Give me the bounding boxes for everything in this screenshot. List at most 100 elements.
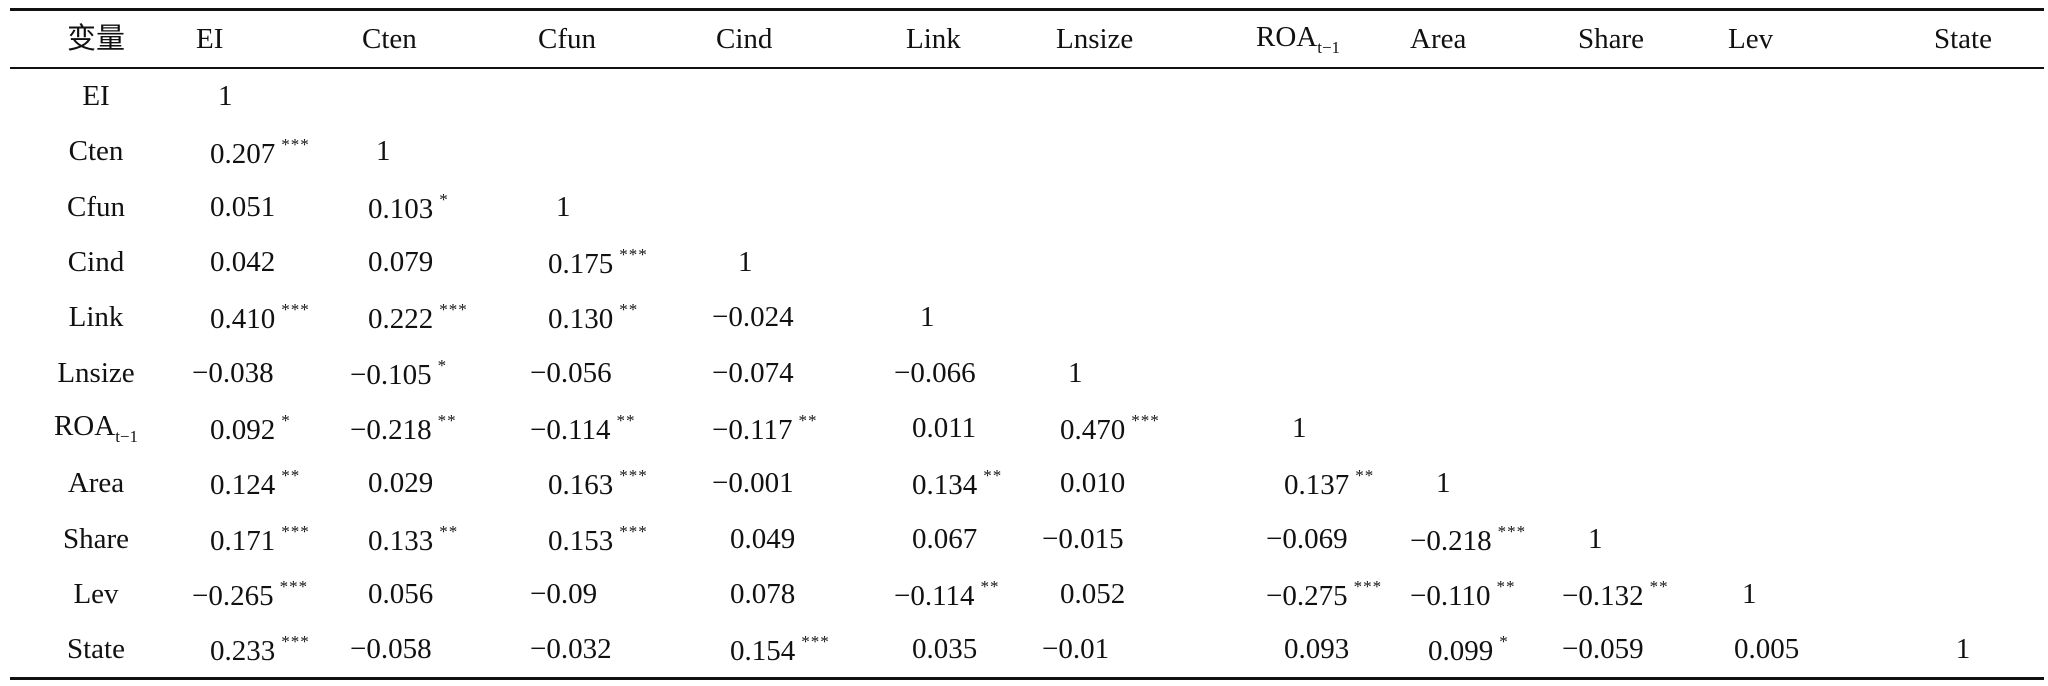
column-header: Link: [876, 10, 1042, 69]
table-cell: 0.092 *: [182, 401, 350, 456]
cell-value: −0.058: [350, 633, 432, 666]
table-row: Cfun 0.051 0.103 * 1: [10, 180, 2044, 235]
table-cell: [1396, 180, 1562, 235]
table-cell: [530, 68, 712, 124]
row-header: State: [10, 622, 182, 679]
row-header-label: EI: [82, 80, 110, 113]
table-cell: 0.171 ***: [182, 511, 350, 566]
column-header: ROAt−1: [1238, 10, 1396, 69]
cell-value: 0.175: [548, 247, 614, 280]
cell-value: −0.114: [530, 413, 611, 446]
cell-value: 0.099: [1428, 634, 1494, 667]
cell-value: 0.011: [912, 411, 977, 444]
cell-value: 0.134: [912, 469, 978, 502]
row-header: ROAt−1: [10, 401, 182, 456]
table-cell: [1562, 68, 1716, 124]
column-header: Cfun: [530, 10, 712, 69]
table-cell: [1716, 235, 1882, 290]
table-cell: [1562, 401, 1716, 456]
table-cell: −0.059: [1562, 622, 1716, 679]
table-cell: 0.051: [182, 180, 350, 235]
table-cell: [876, 124, 1042, 179]
table-cell: 0.410 ***: [182, 290, 350, 345]
table-cell: 0.005: [1716, 622, 1882, 679]
cell-value: 1: [1955, 633, 1971, 666]
table-cell: [1562, 290, 1716, 345]
row-header: Cfun: [10, 180, 182, 235]
cell-value: 0.154: [730, 634, 796, 667]
correlation-table-container: 变量 EI Cten Cfun Cind Link Lnsize ROAt−1 Area Sha…: [10, 8, 2044, 680]
table-cell: 0.010: [1042, 456, 1238, 511]
cell-value: 0.010: [1060, 467, 1126, 500]
significance-stars: **: [1649, 576, 1669, 596]
significance-stars: **: [798, 411, 818, 431]
cell-value: 0.130: [548, 303, 614, 336]
table-cell: 0.233 ***: [182, 622, 350, 679]
cell-value: 0.222: [368, 303, 434, 336]
cell-value: 1: [218, 80, 233, 113]
significance-stars: **: [619, 300, 639, 320]
cell-value: 0.035: [912, 633, 978, 666]
table-cell: 1: [182, 68, 350, 124]
table-cell: 0.207 ***: [182, 124, 350, 179]
cell-value: 1: [1068, 356, 1083, 389]
significance-stars: ***: [281, 521, 310, 541]
cell-value: 1: [556, 190, 571, 223]
table-row: Cten 0.207 *** 1: [10, 124, 2044, 179]
table-cell: 1: [712, 235, 876, 290]
table-cell: −0.09: [530, 567, 712, 622]
table-cell: 0.035: [876, 622, 1042, 679]
cell-value: 0.093: [1284, 633, 1350, 666]
table-cell: −0.114 **: [530, 401, 712, 456]
table-cell: [1042, 290, 1238, 345]
cell-value: 0.067: [912, 522, 978, 555]
table-cell: 1: [1042, 345, 1238, 400]
row-header-label: Share: [62, 522, 130, 555]
table-cell: 0.124 **: [182, 456, 350, 511]
cell-value: −0.066: [894, 356, 976, 389]
table-cell: 0.130 **: [530, 290, 712, 345]
significance-stars: *: [437, 355, 448, 375]
cell-value: 0.056: [368, 577, 434, 610]
table-row: ROAt−1 0.092 * −0.218 ** −0.114 ** −0.117 ** 0.01…: [10, 401, 2044, 456]
cell-value: 0.049: [730, 522, 796, 555]
table-cell: 0.175 ***: [530, 235, 712, 290]
table-cell: 0.078: [712, 567, 876, 622]
column-header: Lnsize: [1042, 10, 1238, 69]
table-cell: 0.067: [876, 511, 1042, 566]
column-header-label: Area: [1410, 22, 1467, 55]
table-cell: [1238, 345, 1396, 400]
cell-value: −0.218: [1410, 524, 1492, 557]
cell-value: 0.005: [1734, 633, 1800, 666]
column-header-label: EI: [196, 22, 224, 55]
cell-value: 1: [376, 135, 391, 168]
row-header: Lnsize: [10, 345, 182, 400]
cell-value: 0.079: [368, 246, 434, 279]
table-cell: [1396, 68, 1562, 124]
table-cell: 0.079: [350, 235, 530, 290]
table-cell: 0.093: [1238, 622, 1396, 679]
cell-value: 0.052: [1060, 577, 1126, 610]
table-cell: −0.265 ***: [182, 567, 350, 622]
row-header: Area: [10, 456, 182, 511]
significance-stars: **: [616, 411, 636, 431]
row-header-subscript: t−1: [115, 426, 139, 446]
table-cell: −0.114 **: [876, 567, 1042, 622]
table-cell: [1396, 235, 1562, 290]
cell-value: −0.056: [530, 356, 612, 389]
table-cell: −0.218 ***: [1396, 511, 1562, 566]
significance-stars: ***: [801, 632, 830, 652]
cell-value: 1: [1588, 522, 1603, 555]
table-cell: 1: [876, 290, 1042, 345]
table-cell: [530, 124, 712, 179]
row-header-label: Cind: [67, 246, 125, 279]
table-cell: 0.103 *: [350, 180, 530, 235]
cell-value: −0.114: [894, 579, 975, 612]
cell-value: 1: [1436, 467, 1451, 500]
column-header: State: [1882, 10, 2044, 69]
column-header: EI: [182, 10, 350, 69]
cell-value: −0.038: [192, 356, 274, 389]
significance-stars: **: [1496, 576, 1516, 596]
table-cell: 0.029: [350, 456, 530, 511]
significance-stars: *: [281, 411, 291, 431]
